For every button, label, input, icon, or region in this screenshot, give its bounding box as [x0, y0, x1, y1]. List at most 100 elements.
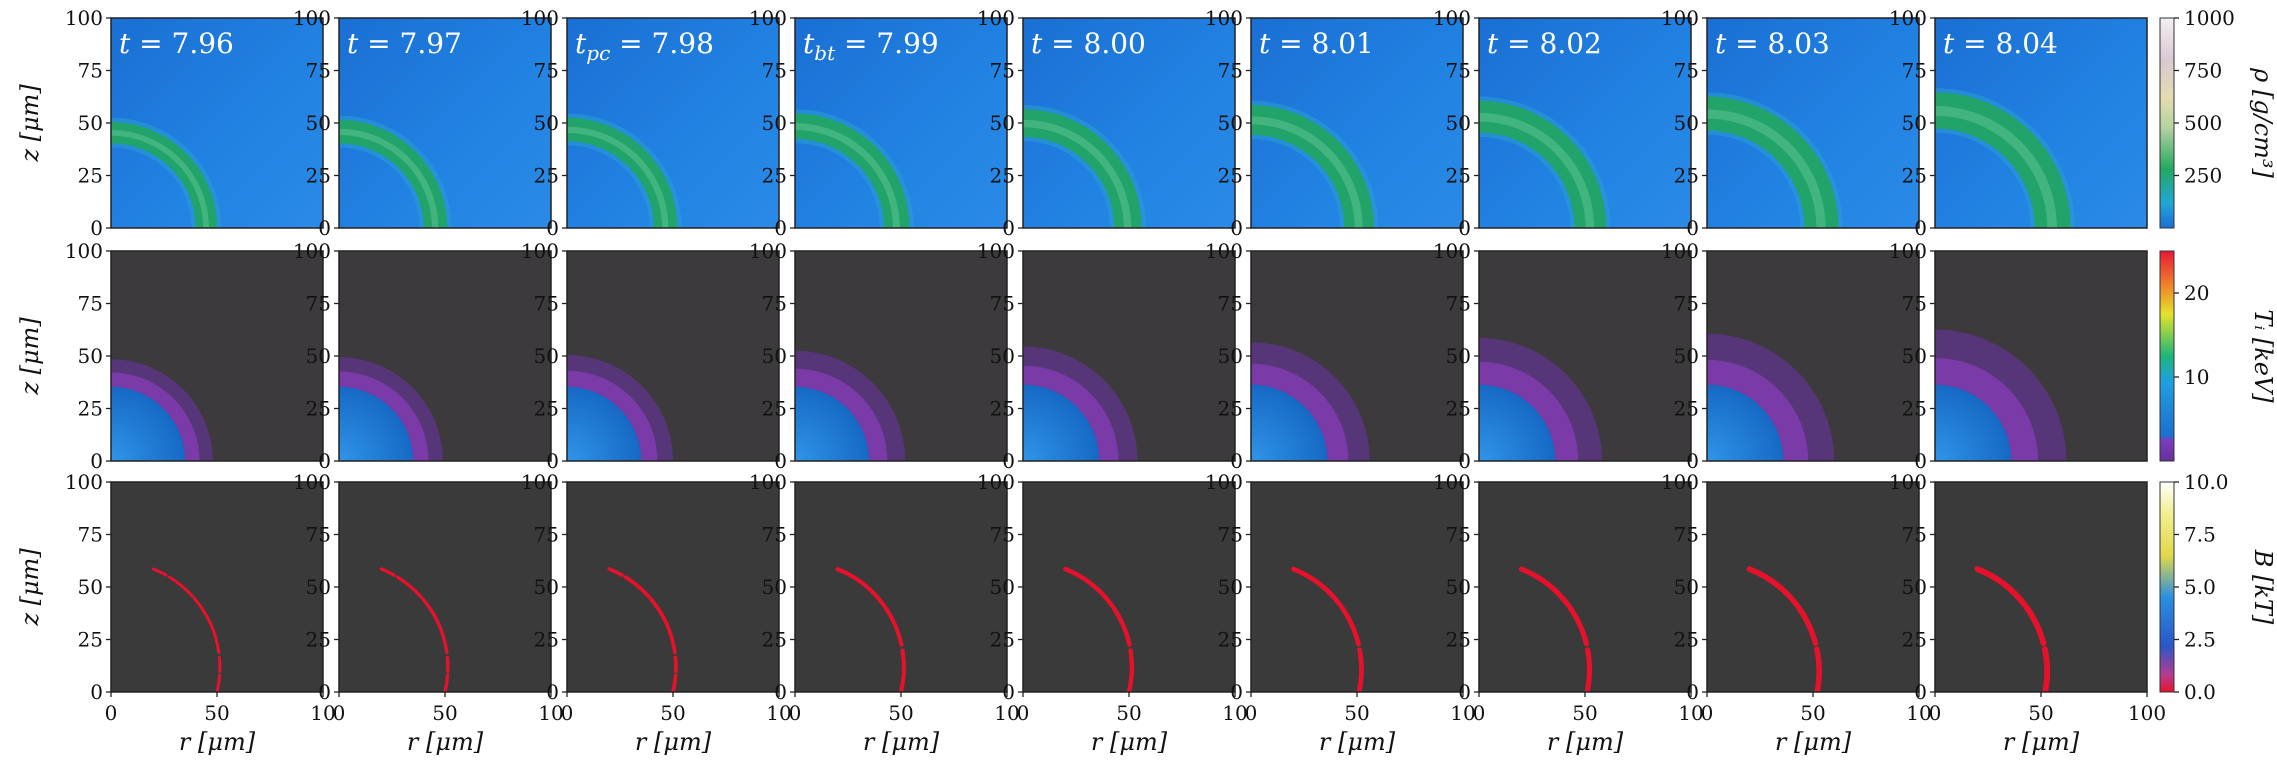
y-tick-label: 50	[534, 111, 559, 135]
y-tick-label: 0	[90, 680, 103, 704]
y-tick-label: 25	[762, 164, 787, 188]
temperature-shell-inner	[567, 370, 658, 461]
y-tick-label: 75	[1218, 523, 1243, 547]
density-panel	[1251, 18, 1463, 228]
y-tick-label: 0	[1458, 216, 1471, 240]
y-tick-label: 50	[1218, 111, 1243, 135]
bfield-background	[1251, 482, 1463, 692]
density-shell-core	[1479, 112, 1595, 228]
x-tick-label: 10	[1450, 701, 1475, 725]
bfield-panel	[339, 482, 551, 692]
bfield-panel	[1707, 482, 1919, 692]
y-tick-label: 100	[749, 239, 787, 263]
temperature-shell-inner	[111, 372, 200, 461]
y-tick-label: 0	[546, 449, 559, 473]
y-tick-label: 0	[1914, 449, 1927, 473]
y-tick-label: 75	[1674, 59, 1699, 83]
y-tick-label: 50	[534, 344, 559, 368]
bfield-front	[379, 567, 450, 692]
y-tick-label: 50	[1902, 111, 1927, 135]
y-tick-label: 75	[78, 59, 103, 83]
colorbar-tick-label: 1000	[2184, 6, 2235, 30]
y-tick-label: 50	[306, 344, 331, 368]
y-tick-label: 0	[1230, 449, 1243, 473]
bfield-panel	[1935, 482, 2147, 692]
y-tick-label: 75	[990, 292, 1015, 316]
density-shell	[795, 113, 910, 228]
colorbar-tick-label: 0.0	[2184, 680, 2216, 704]
bfield-background	[795, 482, 1007, 692]
x-tick-label: 0	[1929, 701, 1942, 725]
y-tick-label: 50	[1674, 344, 1699, 368]
x-axis-label: r [μm]	[2003, 728, 2080, 756]
y-tick-label: 25	[990, 164, 1015, 188]
density-shell-core	[1251, 116, 1363, 228]
density-shell-core	[1935, 106, 2057, 228]
y-tick-label: 0	[1002, 449, 1015, 473]
y-tick-label: 50	[990, 575, 1015, 599]
y-tick-label: 50	[78, 344, 103, 368]
y-tick-label: 0	[774, 449, 787, 473]
x-tick-label: 0	[561, 701, 574, 725]
y-tick-label: 25	[1902, 397, 1927, 421]
temperature-hotspot	[1935, 384, 2012, 461]
y-tick-label: 100	[293, 6, 331, 30]
y-tick-label: 100	[1433, 239, 1471, 263]
y-tick-label: 0	[90, 216, 103, 240]
x-tick-label: 10	[1222, 701, 1247, 725]
temperature-panel	[1479, 251, 1691, 461]
y-tick-label: 75	[1218, 292, 1243, 316]
y-tick-label: 50	[1218, 575, 1243, 599]
x-axis-label: r [μm]	[1775, 728, 1852, 756]
y-tick-label: 0	[1686, 216, 1699, 240]
y-tick-label: 25	[762, 397, 787, 421]
y-tick-label: 75	[762, 523, 787, 547]
y-tick-label: 100	[977, 239, 1015, 263]
y-tick-label: 100	[977, 6, 1015, 30]
y-axis-label: z [μm]	[16, 548, 44, 627]
x-axis-label: r [μm]	[407, 728, 484, 756]
y-tick-label: 100	[1661, 6, 1699, 30]
bfield-panel	[1479, 482, 1691, 692]
density-shell	[339, 119, 448, 228]
bfield-panel	[1023, 482, 1235, 692]
y-tick-label: 75	[78, 523, 103, 547]
y-tick-label: 0	[318, 449, 331, 473]
y-tick-label: 25	[1674, 164, 1699, 188]
y-tick-label: 25	[762, 628, 787, 652]
bfield-background	[1935, 482, 2147, 692]
x-tick-label: 0	[789, 701, 802, 725]
y-tick-label: 100	[1661, 470, 1699, 494]
x-tick-label: 10	[766, 701, 791, 725]
y-tick-label: 0	[1230, 680, 1243, 704]
y-tick-label: 100	[1433, 470, 1471, 494]
x-tick-label: 50	[660, 701, 685, 725]
y-tick-label: 75	[534, 523, 559, 547]
y-tick-label: 50	[534, 575, 559, 599]
temperature-panel	[1251, 251, 1463, 461]
x-tick-label: 0	[333, 701, 346, 725]
x-tick-label: 50	[1344, 701, 1369, 725]
y-tick-label: 100	[1433, 6, 1471, 30]
temperature-shell-inner	[1935, 357, 2039, 461]
temperature-shell-inner	[1023, 365, 1119, 461]
bfield-front	[1063, 566, 1135, 692]
y-tick-label: 75	[762, 292, 787, 316]
x-tick-label: 10	[1906, 701, 1931, 725]
x-axis-label: r [μm]	[1547, 728, 1624, 756]
y-tick-label: 75	[78, 292, 103, 316]
x-tick-label: 50	[888, 701, 913, 725]
bfield-background	[339, 482, 551, 692]
x-tick-label: 10	[538, 701, 563, 725]
y-tick-label: 25	[1218, 164, 1243, 188]
bfield-front	[607, 567, 678, 692]
y-tick-label: 0	[546, 216, 559, 240]
x-tick-label: 100	[2128, 701, 2166, 725]
x-axis-label: r [μm]	[179, 728, 256, 756]
y-tick-label: 25	[1902, 164, 1927, 188]
bfield-front	[151, 567, 222, 692]
time-label: t = 8.01	[1259, 27, 1374, 60]
y-tick-label: 50	[990, 344, 1015, 368]
y-tick-label: 75	[1446, 523, 1471, 547]
y-tick-label: 0	[318, 680, 331, 704]
